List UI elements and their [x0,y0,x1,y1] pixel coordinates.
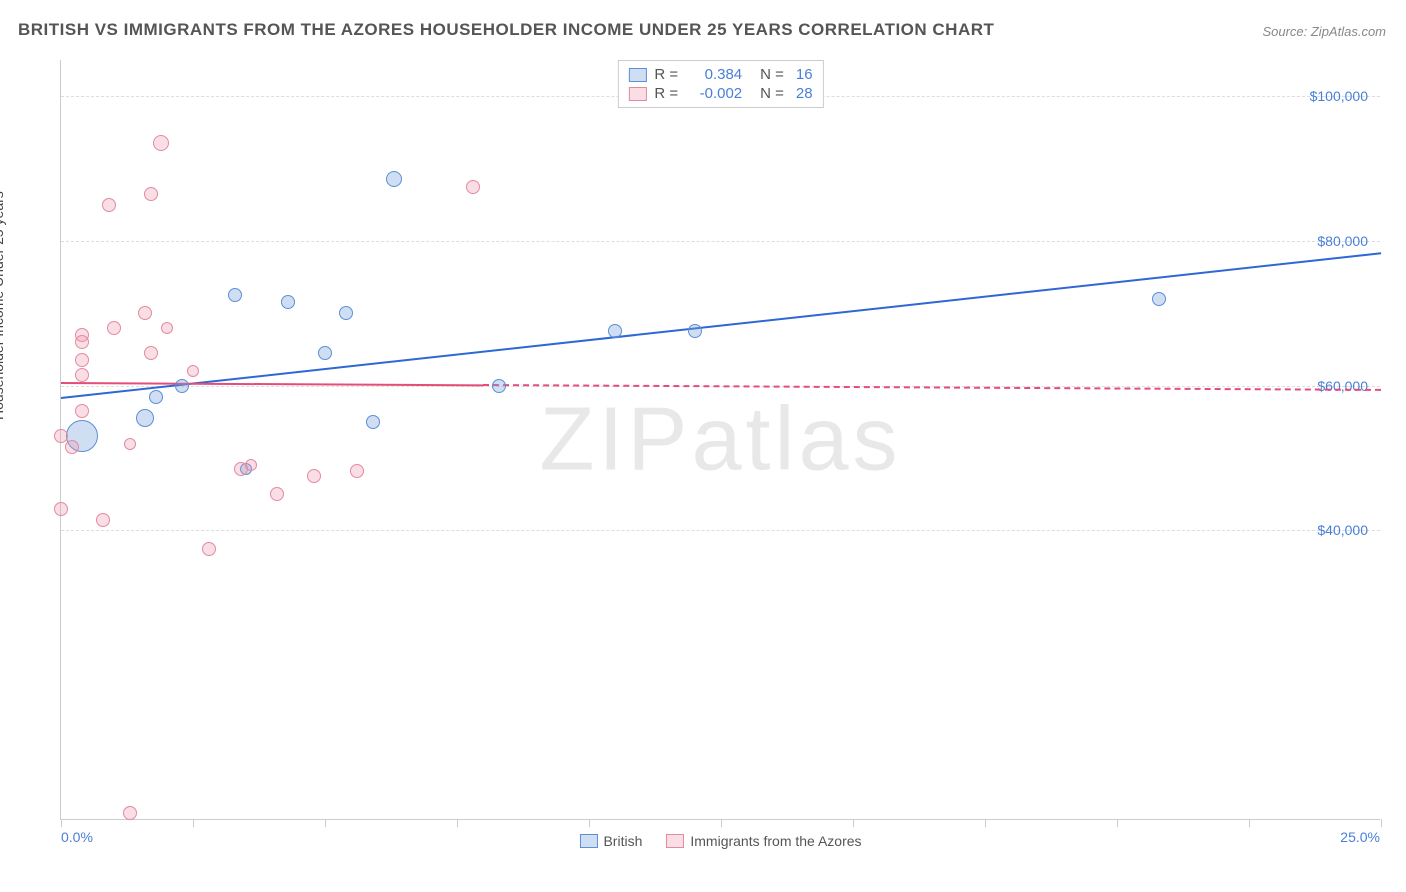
x-tick-label-max: 25.0% [1340,829,1380,845]
scatter-point [107,321,121,335]
scatter-point [350,464,364,478]
scatter-point [102,198,116,212]
x-tick [853,819,854,827]
regression-line [61,252,1381,399]
scatter-point [466,180,480,194]
gridline-horizontal [61,530,1380,531]
y-tick-label: $40,000 [1317,522,1368,538]
x-tick [193,819,194,827]
x-tick-label-min: 0.0% [61,829,93,845]
scatter-point [187,365,199,377]
chart-title: BRITISH VS IMMIGRANTS FROM THE AZORES HO… [18,20,994,40]
scatter-point [138,306,152,320]
y-axis-label: Householder Income Under 25 years [0,191,6,420]
scatter-point [608,324,622,338]
scatter-point [75,404,89,418]
scatter-point [161,322,173,334]
scatter-point [492,379,506,393]
legend-item: British [579,833,642,849]
plot-area: ZIPatlas $40,000 $60,000 $80,000 $100,000 0.… [60,60,1380,820]
scatter-point [75,353,89,367]
scatter-point [386,171,402,187]
scatter-point [124,438,136,450]
legend-correlation: R = 0.384 N = 16 R = -0.002 N = 28 [617,60,823,108]
legend-swatch [628,68,646,82]
scatter-point [175,379,189,393]
legend-series: British Immigrants from the Azores [579,833,861,849]
gridline-horizontal [61,241,1380,242]
y-tick-label: $100,000 [1310,88,1368,104]
scatter-point [54,502,68,516]
scatter-point [65,440,79,454]
x-tick [985,819,986,827]
legend-label: British [603,833,642,849]
scatter-point [75,335,89,349]
scatter-point [202,542,216,556]
legend-n-label: N = [760,66,784,83]
watermark: ZIPatlas [539,388,901,491]
legend-item: Immigrants from the Azores [666,833,861,849]
scatter-point [123,806,137,820]
scatter-point [153,135,169,151]
y-tick-label: $60,000 [1317,378,1368,394]
x-tick [721,819,722,827]
scatter-point [228,288,242,302]
scatter-point [144,346,158,360]
scatter-point [307,469,321,483]
scatter-point [270,487,284,501]
scatter-point [688,324,702,338]
x-tick [325,819,326,827]
legend-r-label: R = [654,85,678,102]
x-tick [1381,819,1382,827]
legend-r-value: -0.002 [690,85,742,102]
x-tick [1117,819,1118,827]
legend-swatch [628,87,646,101]
scatter-point [149,390,163,404]
scatter-point [339,306,353,320]
source-label: Source: ZipAtlas.com [1262,24,1386,39]
legend-label: Immigrants from the Azores [690,833,861,849]
legend-r-label: R = [654,66,678,83]
scatter-point [245,459,257,471]
legend-row: R = 0.384 N = 16 [628,65,812,84]
scatter-point [1152,292,1166,306]
scatter-point [144,187,158,201]
x-tick [61,819,62,827]
x-tick [589,819,590,827]
scatter-point [96,513,110,527]
x-tick [457,819,458,827]
legend-n-label: N = [760,85,784,102]
legend-r-value: 0.384 [690,66,742,83]
scatter-point [366,415,380,429]
scatter-point [281,295,295,309]
x-tick [1249,819,1250,827]
legend-n-value: 16 [796,66,813,83]
legend-swatch [666,834,684,848]
scatter-point [75,368,89,382]
legend-swatch [579,834,597,848]
legend-n-value: 28 [796,85,813,102]
scatter-point [318,346,332,360]
y-tick-label: $80,000 [1317,233,1368,249]
chart-container: BRITISH VS IMMIGRANTS FROM THE AZORES HO… [0,0,1406,892]
legend-row: R = -0.002 N = 28 [628,84,812,103]
scatter-point [136,409,154,427]
